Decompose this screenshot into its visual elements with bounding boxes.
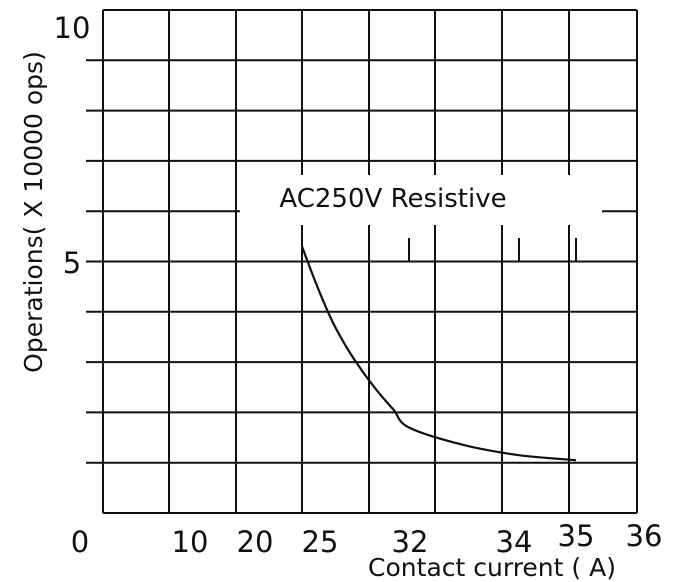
x-tick-label: 0 <box>71 525 89 559</box>
x-tick-label: 36 <box>626 519 663 553</box>
y-tick-labels: 5 10 <box>54 11 91 280</box>
x-tick-label: 35 <box>558 519 595 553</box>
x-tick-label: 34 <box>496 525 533 559</box>
y-axis-label: Operations( X 10000 ops) <box>19 51 48 373</box>
x-tick-label: 20 <box>237 525 274 559</box>
annotation-label: AC250V Resistive <box>279 184 506 214</box>
x-axis-label: Contact current ( A) <box>368 553 616 582</box>
x-tick-label: 10 <box>172 525 209 559</box>
x-tick-labels: 0 10 20 25 32 34 35 36 <box>71 519 663 559</box>
x-tick-label: 32 <box>392 525 429 559</box>
annotation-background <box>240 175 602 225</box>
y-tick-label: 10 <box>54 11 91 45</box>
y-tick-label: 5 <box>63 246 81 280</box>
series-line <box>300 246 577 462</box>
grid <box>86 9 638 514</box>
x-tick-label: 25 <box>302 525 339 559</box>
